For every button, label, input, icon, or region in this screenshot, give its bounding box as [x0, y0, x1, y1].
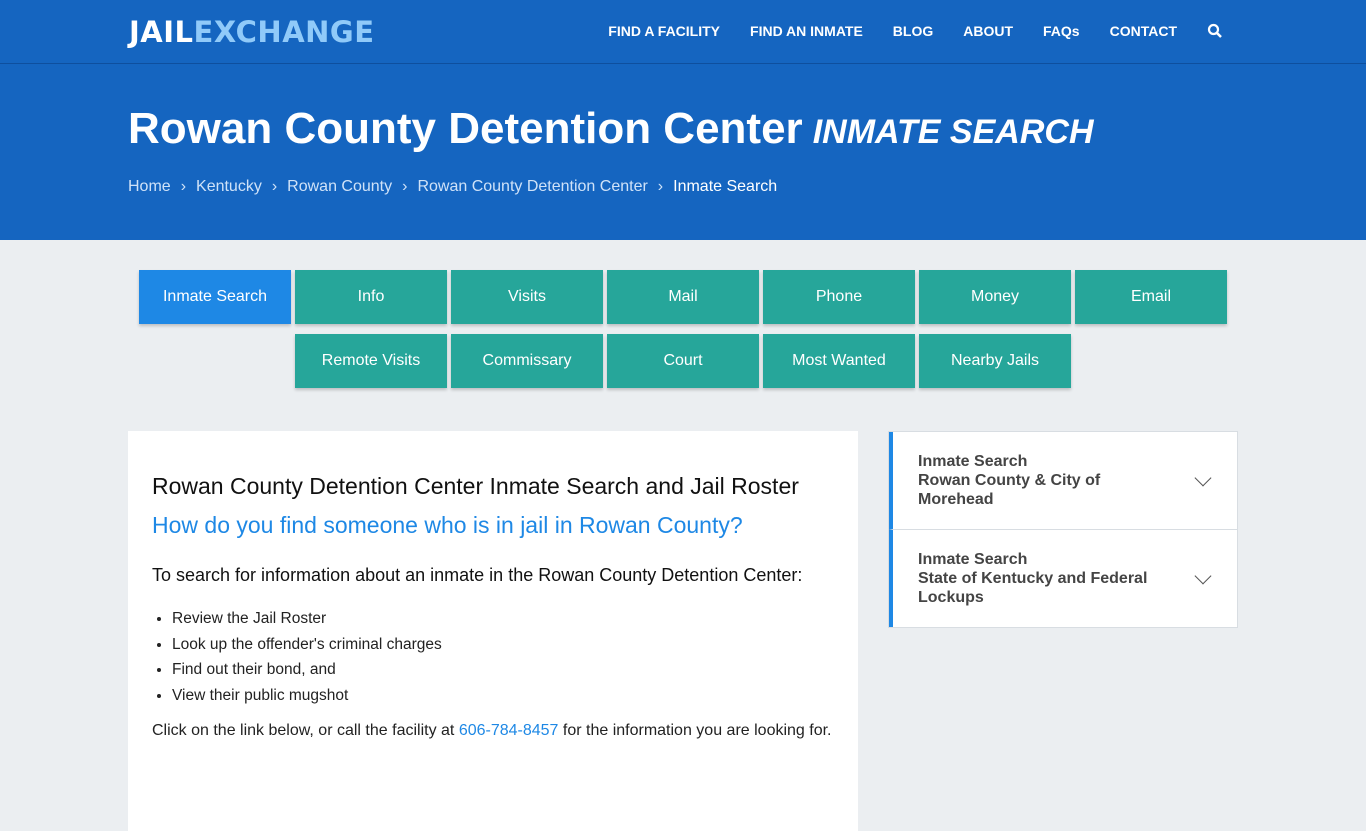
tab-nearby-jails[interactable]: Nearby Jails: [919, 334, 1071, 388]
breadcrumb-current: Inmate Search: [673, 178, 778, 195]
tab-court[interactable]: Court: [607, 334, 759, 388]
accordion-rowan-county[interactable]: Inmate Search Rowan County & City of More…: [889, 432, 1237, 529]
breadcrumb-kentucky[interactable]: Kentucky: [196, 178, 262, 195]
logo[interactable]: JAILEXCHANGE: [129, 15, 375, 49]
nav-find-inmate[interactable]: FIND AN INMATE: [750, 23, 863, 39]
content-intro: To search for information about an inmat…: [152, 565, 803, 585]
nav-faqs[interactable]: FAQs: [1043, 23, 1080, 39]
hero: Rowan County Detention Center INMATE SEAR…: [0, 64, 1366, 240]
tab-most-wanted[interactable]: Most Wanted: [763, 334, 915, 388]
bullet-list: Review the Jail Roster Look up the offen…: [172, 606, 834, 708]
list-item: Look up the offender's criminal charges: [172, 632, 834, 658]
nav-blog[interactable]: BLOG: [892, 23, 934, 39]
chevron-right-icon: ›: [402, 178, 408, 195]
content-question: How do you find someone who is in jail i…: [152, 512, 743, 538]
tab-mail[interactable]: Mail: [607, 270, 759, 324]
breadcrumb: Home › Kentucky › Rowan County › Rowan Coun…: [128, 178, 1366, 196]
search-icon[interactable]: [1207, 23, 1223, 42]
tab-phone[interactable]: Phone: [763, 270, 915, 324]
facility-tabs: Inmate Search Info Visits Mail Phone Mon…: [0, 270, 1366, 388]
chevron-right-icon: ›: [271, 178, 278, 195]
main-menu: FIND A FACILITY FIND AN INMATE BLOG ABOU…: [608, 23, 1223, 42]
list-item: Review the Jail Roster: [172, 606, 834, 632]
nav-contact[interactable]: CONTACT: [1109, 23, 1177, 39]
nav-find-facility[interactable]: FIND A FACILITY: [608, 23, 721, 39]
nav-about[interactable]: ABOUT: [963, 23, 1014, 39]
list-item: Find out their bond, and: [172, 657, 834, 683]
call-text: Click on the link below, or call the fac…: [152, 722, 832, 739]
chevron-right-icon: ›: [657, 178, 664, 195]
tab-money[interactable]: Money: [919, 270, 1071, 324]
accordion-state-federal[interactable]: Inmate Search State of Kentucky and Feder…: [889, 529, 1237, 627]
tab-commissary[interactable]: Commissary: [451, 334, 603, 388]
tab-visits[interactable]: Visits: [451, 270, 603, 324]
main-content: Rowan County Detention Center Inmate Sea…: [128, 431, 858, 831]
breadcrumb-home[interactable]: Home: [128, 178, 171, 195]
tab-info[interactable]: Info: [295, 270, 447, 324]
chevron-down-icon: [1194, 469, 1212, 486]
phone-link[interactable]: 606-784-8457: [458, 722, 559, 739]
sidebar: Inmate Search Rowan County & City of More…: [888, 431, 1238, 628]
content-heading: Rowan County Detention Center Inmate Sea…: [152, 473, 799, 499]
top-nav: JAILEXCHANGE FIND A FACILITY FIND AN INM…: [0, 0, 1366, 64]
page-title: Rowan County Detention Center INMATE SEAR…: [128, 104, 1094, 153]
tab-inmate-search[interactable]: Inmate Search: [139, 270, 291, 324]
chevron-down-icon: [1194, 567, 1212, 584]
list-item: View their public mugshot: [172, 683, 834, 709]
breadcrumb-county[interactable]: Rowan County: [287, 178, 393, 195]
chevron-right-icon: ›: [180, 178, 187, 195]
breadcrumb-facility[interactable]: Rowan County Detention Center: [417, 178, 648, 195]
tab-remote-visits[interactable]: Remote Visits: [295, 334, 447, 388]
tab-email[interactable]: Email: [1075, 270, 1227, 324]
